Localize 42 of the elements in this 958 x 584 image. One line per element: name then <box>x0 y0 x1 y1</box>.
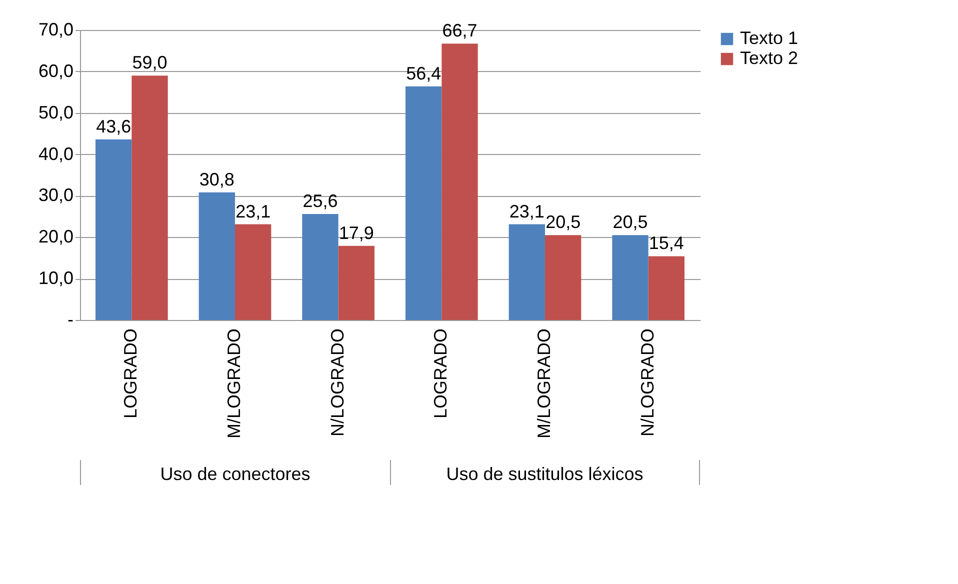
bar <box>96 139 132 320</box>
data-label: 66,7 <box>442 20 478 41</box>
bar <box>648 256 684 320</box>
bar <box>442 44 478 320</box>
x-tick-label: LOGRADO <box>120 328 141 419</box>
bar <box>132 76 168 320</box>
x-tick-label: N/LOGRADO <box>637 328 658 437</box>
data-label: 43,6 <box>96 116 132 136</box>
data-label: 59,0 <box>132 52 168 73</box>
legend-label: Texto 2 <box>740 48 798 68</box>
text: Uso de conectores <box>80 460 390 485</box>
y-tick-label: 40,0 <box>38 144 74 164</box>
bar <box>338 246 374 320</box>
x-tick-label: LOGRADO <box>430 328 451 419</box>
y-tick-label: 70,0 <box>38 20 74 40</box>
y-tick-label: 60,0 <box>38 60 74 81</box>
bar <box>406 86 442 320</box>
bar <box>235 224 272 320</box>
x-tick-label: M/LOGRADO <box>534 328 554 439</box>
y-tick-label: - <box>68 310 74 330</box>
x-tick-label: N/LOGRADO <box>327 328 348 437</box>
data-label: 30,8 <box>199 169 234 190</box>
y-tick-label: 10,0 <box>38 268 74 288</box>
data-label: 20,5 <box>546 212 581 232</box>
bar <box>612 235 648 320</box>
bar <box>545 235 582 320</box>
data-label: 56,4 <box>406 63 442 84</box>
bar <box>508 224 545 320</box>
text: Uso de sustitulos léxicos <box>390 460 700 485</box>
bar <box>198 192 235 320</box>
data-label: 20,5 <box>612 212 648 232</box>
data-label: 17,9 <box>338 222 374 243</box>
data-label: 23,1 <box>236 201 271 222</box>
y-tick-label: 20,0 <box>38 226 74 247</box>
data-label: 23,1 <box>509 201 544 222</box>
data-label: 15,4 <box>648 233 684 254</box>
legend-label: Texto 1 <box>740 28 798 48</box>
bar <box>302 214 338 320</box>
y-tick-label: 50,0 <box>38 102 74 122</box>
y-tick-label: 30,0 <box>38 185 74 206</box>
data-label: 25,6 <box>302 190 338 211</box>
x-tick-label: M/LOGRADO <box>224 328 244 439</box>
